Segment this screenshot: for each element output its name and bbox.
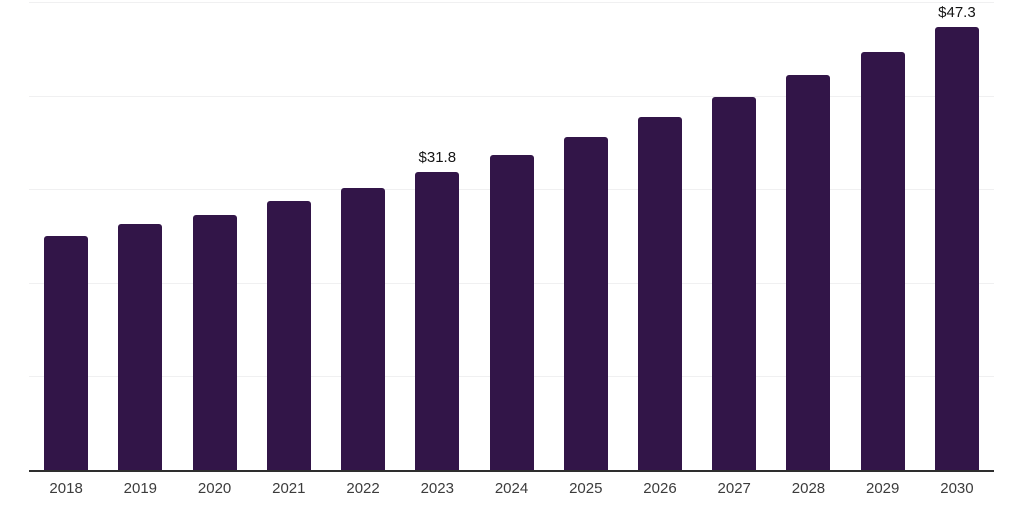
x-tick-label-2025: 2025 (569, 480, 603, 497)
bar-2025 (563, 136, 608, 470)
bar-column-2020 (177, 2, 251, 470)
x-tick-label-2029: 2029 (866, 480, 900, 497)
bar-2019 (118, 223, 163, 470)
x-tick-label-2028: 2028 (791, 480, 826, 497)
bar-2023 (415, 172, 460, 470)
bar-column-2028 (771, 2, 845, 470)
x-tick-label-2021: 2021 (272, 480, 306, 497)
x-tick-label-2019: 2019 (123, 480, 158, 497)
bar-column-2029 (846, 2, 920, 470)
bar-column-2018 (29, 2, 103, 470)
bar-column-2026 (623, 2, 697, 470)
x-tick-label-2024: 2024 (494, 480, 529, 497)
plot-area: $31.8 $47.3 (29, 2, 994, 472)
bar-2027 (712, 96, 757, 470)
x-tick-label-2027: 2027 (717, 480, 751, 497)
bar-column-2030: $47.3 (920, 2, 994, 470)
bar-2020 (192, 215, 237, 470)
gridline (29, 95, 994, 97)
bar-column-2019 (103, 2, 177, 470)
bar-column-2027 (697, 2, 771, 470)
bar-column-2025 (549, 2, 623, 470)
bar-2022 (341, 188, 386, 470)
bar-2028 (786, 75, 831, 470)
bar-column-2021 (252, 2, 326, 470)
bars-container: $31.8 $47.3 (29, 2, 994, 470)
value-label-2030: $47.3 (938, 4, 976, 22)
bar-2026 (637, 117, 682, 470)
bar-2029 (860, 51, 905, 470)
bar-2024 (489, 154, 534, 470)
x-tick-label-2020: 2020 (197, 480, 232, 497)
x-tick-label-2026: 2026 (643, 480, 677, 497)
bar-2018 (44, 236, 89, 470)
bar-2021 (266, 201, 311, 470)
bar-column-2024 (474, 2, 548, 470)
x-tick-label-2022: 2022 (346, 480, 380, 497)
bar-column-2023: $31.8 (400, 2, 474, 470)
bar-column-2022 (326, 2, 400, 470)
x-tick-label-2018: 2018 (49, 480, 83, 497)
bar-2030 (934, 27, 979, 470)
value-label-2023: $31.8 (418, 149, 457, 167)
x-tick-label-2030: 2030 (940, 480, 974, 497)
x-axis-labels: 2018 2019 2020 2021 2022 2023 2024 2025 2026 2027… (29, 480, 994, 498)
x-tick-label-2023: 2023 (420, 480, 454, 497)
gridline (29, 2, 994, 3)
